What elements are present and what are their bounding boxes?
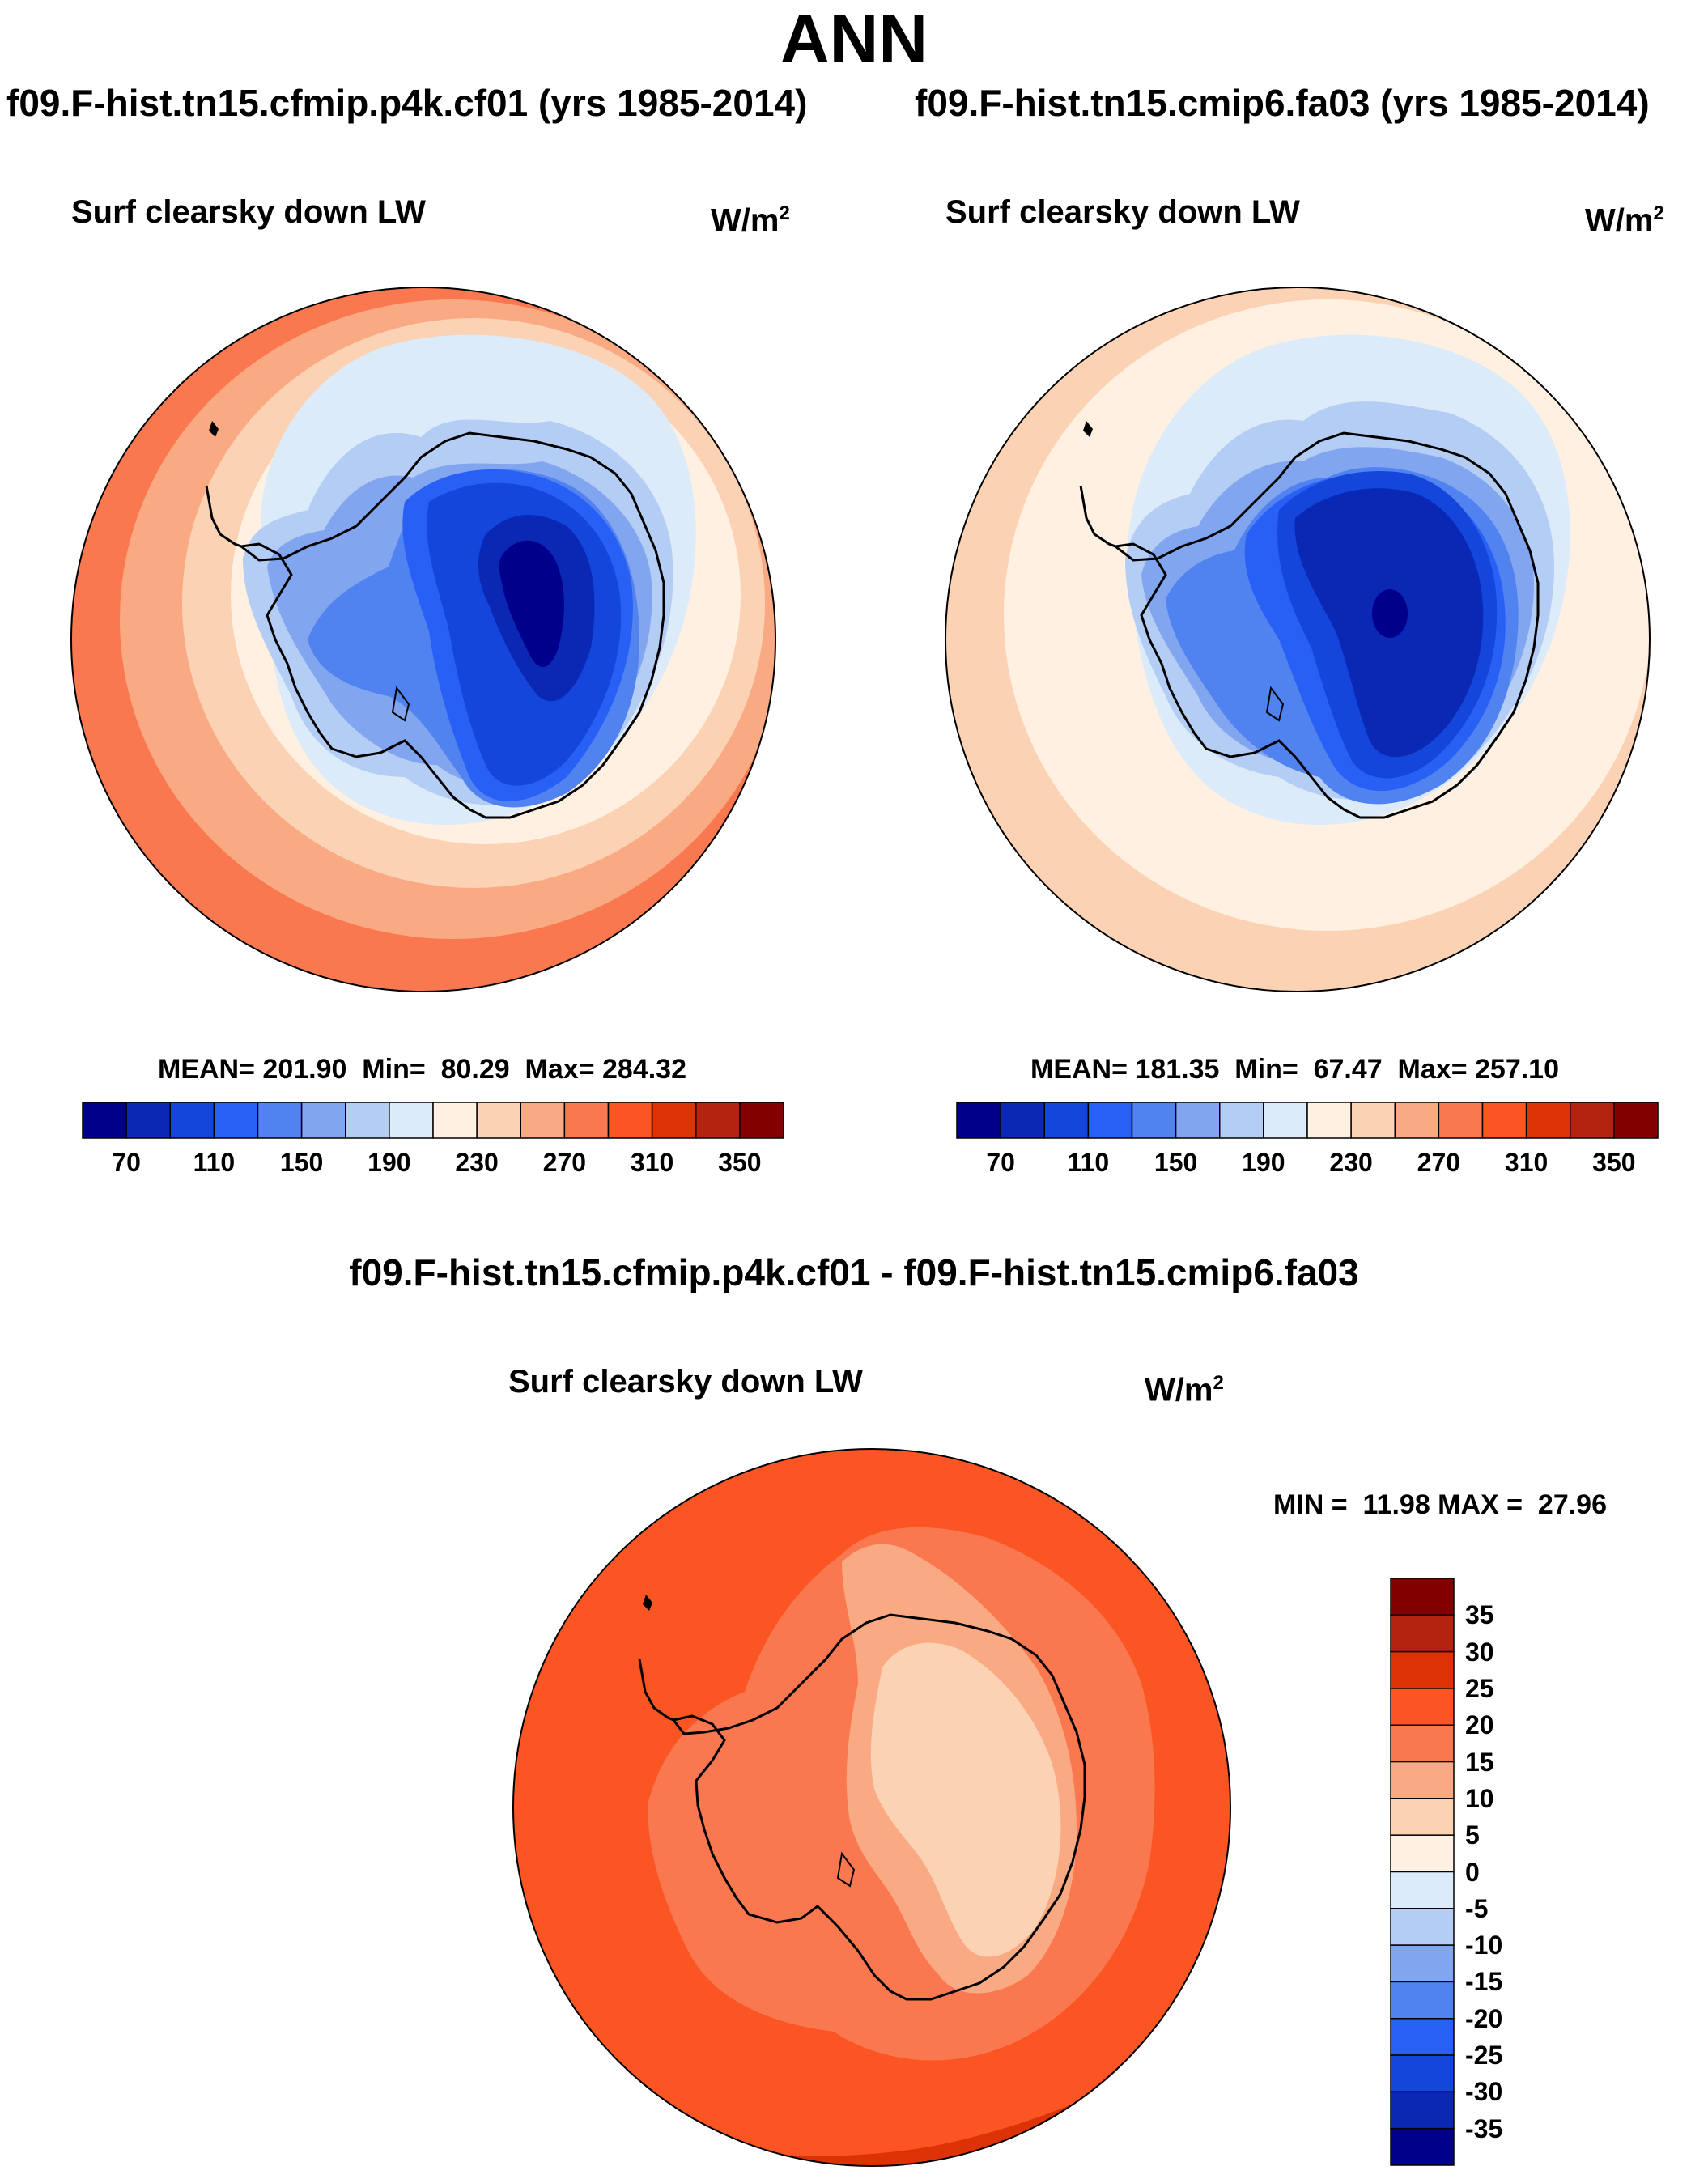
colorbar-1	[82, 1102, 784, 1139]
map-panel-1	[71, 287, 775, 992]
colorbar-tick-label: 310	[1504, 1148, 1549, 1177]
colorbar-swatch	[1390, 2091, 1455, 2130]
colorbar-swatch	[1000, 1102, 1045, 1139]
colorbar-tick-label: 35	[1465, 1600, 1494, 1630]
colorbar-swatch	[1390, 1981, 1455, 2020]
colorbar-tick-label: 150	[279, 1148, 324, 1177]
colorbar-tick-label: -20	[1465, 2003, 1503, 2033]
colorbar-swatch	[1570, 1102, 1615, 1139]
colorbar-swatch	[1390, 1834, 1455, 1873]
colorbar-swatch	[1390, 2054, 1455, 2093]
panel-1-variable-title: Surf clearsky down LW	[71, 194, 426, 230]
panel-2-case-title: f09.F-hist.tn15.cmip6.fa03 (yrs 1985-201…	[915, 82, 1650, 124]
colorbar-tick-label: -35	[1465, 2113, 1503, 2143]
colorbar-swatch	[1390, 1761, 1455, 1799]
colorbar-swatch	[345, 1102, 390, 1139]
colorbar-tick-label: 30	[1465, 1637, 1494, 1667]
colorbar-tick-label: 20	[1465, 1710, 1494, 1740]
colorbar-swatch	[1390, 1798, 1455, 1836]
colorbar-swatch	[476, 1102, 521, 1139]
colorbar-tick-label: 230	[1329, 1148, 1373, 1177]
colorbar-swatch	[651, 1102, 697, 1139]
colorbar-tick-label: 190	[368, 1148, 411, 1177]
colorbar-tick-label: 110	[1067, 1148, 1110, 1177]
colorbar-swatch	[563, 1102, 610, 1139]
colorbar-tick-label: -25	[1465, 2041, 1503, 2071]
map-diff-panel	[513, 1449, 1230, 2166]
colorbar-swatch	[956, 1102, 1001, 1139]
colorbar-tick-label: 70	[986, 1148, 1015, 1177]
colorbar-swatch	[1613, 1102, 1659, 1139]
colorbar-swatch	[739, 1102, 784, 1139]
colorbar-swatch	[1438, 1102, 1484, 1139]
colorbar-swatch	[300, 1102, 346, 1139]
colorbar-swatch	[1219, 1102, 1264, 1139]
colorbar-swatch	[1394, 1102, 1440, 1139]
panel-2-stats: MEAN= 181.35 Min= 67.47 Max= 257.10	[1030, 1054, 1559, 1085]
colorbar-diff	[1390, 1578, 1455, 2166]
colorbar-swatch	[1350, 1102, 1396, 1139]
colorbar-tick-label: 270	[1417, 1148, 1461, 1177]
panel-1-units: W/m2	[711, 202, 790, 239]
colorbar-swatch	[169, 1102, 215, 1139]
colorbar-tick-label: 10	[1465, 1783, 1494, 1813]
colorbar-swatch	[695, 1102, 741, 1139]
colorbar-tick-label: -15	[1465, 1967, 1503, 1997]
colorbar-tick-label: 5	[1465, 1820, 1480, 1850]
colorbar-swatch	[1390, 1944, 1455, 1983]
colorbar-swatch	[1043, 1102, 1090, 1139]
colorbar-tick-label: 190	[1242, 1148, 1285, 1177]
colorbar-swatch	[1175, 1102, 1221, 1139]
colorbar-tick-label: 70	[112, 1148, 141, 1177]
colorbar-swatch	[1306, 1102, 1352, 1139]
colorbar-2	[956, 1102, 1659, 1139]
colorbar-tick-label: 350	[718, 1148, 762, 1177]
colorbar-tick-label: 15	[1465, 1747, 1494, 1777]
map-panel-2	[945, 287, 1650, 992]
colorbar-swatch	[213, 1102, 259, 1139]
panel-1-stats: MEAN= 201.90 Min= 80.29 Max= 284.32	[158, 1054, 686, 1085]
colorbar-tick-label: 0	[1465, 1857, 1480, 1887]
colorbar-swatch	[1263, 1102, 1308, 1139]
colorbar-swatch	[1481, 1102, 1527, 1139]
colorbar-tick-label: 150	[1154, 1148, 1198, 1177]
colorbar-tick-label: 25	[1465, 1673, 1494, 1703]
diff-panel-title: f09.F-hist.tn15.cfmip.p4k.cf01 - f09.F-h…	[349, 1251, 1359, 1293]
colorbar-swatch	[82, 1102, 127, 1139]
colorbar-swatch	[1390, 1688, 1455, 1726]
panel-1-case-title: f09.F-hist.tn15.cfmip.p4k.cf01 (yrs 1985…	[6, 82, 808, 124]
colorbar-swatch	[1390, 1614, 1455, 1653]
colorbar-swatch	[1390, 1871, 1455, 1909]
colorbar-tick-label: -10	[1465, 1931, 1503, 1960]
panel-2-units: W/m2	[1585, 202, 1664, 239]
colorbar-tick-label: -5	[1465, 1893, 1489, 1923]
colorbar-swatch	[607, 1102, 653, 1139]
colorbar-tick-label: 350	[1592, 1148, 1636, 1177]
colorbar-swatch	[432, 1102, 478, 1139]
colorbar-swatch	[389, 1102, 434, 1139]
diff-panel-variable-title: Surf clearsky down LW	[508, 1364, 863, 1400]
panel-2-variable-title: Surf clearsky down LW	[945, 194, 1300, 230]
colorbar-swatch	[1390, 1578, 1455, 1616]
diff-panel-units: W/m2	[1145, 1372, 1224, 1408]
colorbar-tick-label: 270	[542, 1148, 587, 1177]
colorbar-swatch	[1087, 1102, 1133, 1139]
colorbar-swatch	[257, 1102, 303, 1139]
colorbar-swatch	[520, 1102, 566, 1139]
colorbar-tick-label: 310	[630, 1148, 674, 1177]
colorbar-swatch	[1390, 2018, 1455, 2056]
colorbar-swatch	[125, 1102, 171, 1139]
colorbar-tick-label: 110	[193, 1148, 236, 1177]
colorbar-swatch	[1525, 1102, 1571, 1139]
colorbar-tick-label: -30	[1465, 2077, 1503, 2107]
figure-title: ANN	[780, 1, 928, 77]
diff-panel-stats: MIN = 11.98 MAX = 27.96	[1273, 1489, 1608, 1520]
colorbar-swatch	[1131, 1102, 1177, 1139]
colorbar-swatch	[1390, 1724, 1455, 1763]
colorbar-tick-label: 230	[455, 1148, 499, 1177]
colorbar-swatch	[1390, 1908, 1455, 1946]
colorbar-swatch	[1390, 1650, 1455, 1689]
colorbar-swatch	[1390, 2127, 1455, 2166]
